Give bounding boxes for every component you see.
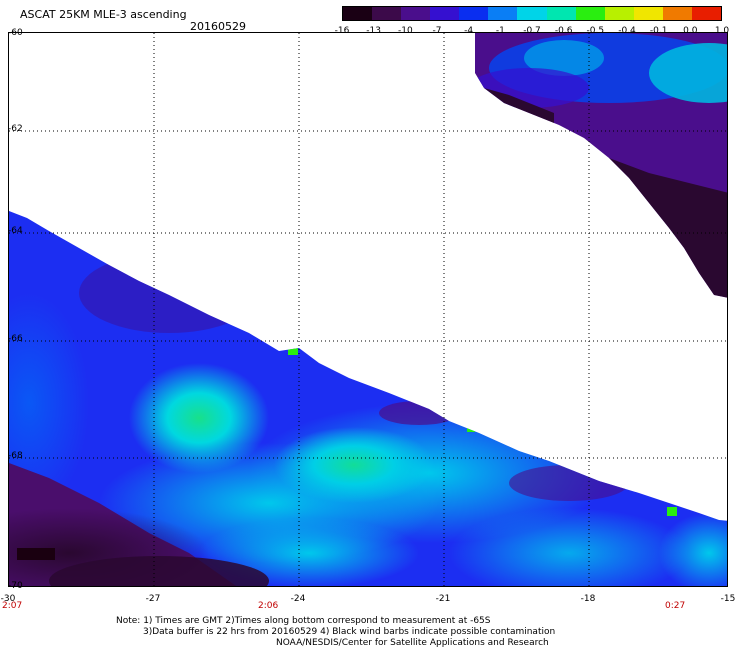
map-title: ASCAT 25KM MLE-3 ascending bbox=[20, 8, 187, 21]
footnote: Note: 1) Times are GMT 2)Times along bot… bbox=[116, 616, 491, 626]
colorbar-tick-label: -0.4 bbox=[618, 26, 636, 36]
colorbar-segment bbox=[604, 7, 634, 20]
lat-label: -68 bbox=[8, 451, 23, 461]
swath-layer bbox=[9, 33, 727, 586]
map-date: 20160529 bbox=[190, 20, 246, 33]
lon-label: -15 bbox=[720, 594, 736, 604]
colorbar bbox=[342, 6, 722, 21]
lat-label: -62 bbox=[8, 124, 23, 134]
colorbar-tick-label: -13 bbox=[366, 26, 382, 36]
footnote: 3)Data buffer is 22 hrs from 20160529 4)… bbox=[143, 627, 556, 637]
colorbar-tick-label: 0.0 bbox=[683, 26, 698, 36]
colorbar-segment bbox=[372, 7, 402, 20]
time-label: 2:06 bbox=[258, 601, 279, 611]
colorbar-tick-label: -0.7 bbox=[523, 26, 541, 36]
colorbar-segment bbox=[343, 7, 373, 20]
lat-label: -66 bbox=[8, 334, 23, 344]
colorbar-tick-label: -7 bbox=[432, 26, 442, 36]
colorbar-labels: -16 -13 -10 -7 -4 -1 -0.7 -0.6 -0.5 -0.4 -0.1 0.0 1.… bbox=[335, 26, 730, 38]
colorbar-segment bbox=[691, 7, 722, 20]
colorbar-segment bbox=[662, 7, 692, 20]
lat-label: -60 bbox=[8, 28, 23, 38]
lon-label: -24 bbox=[290, 594, 306, 604]
lon-label: -18 bbox=[580, 594, 596, 604]
colorbar-tick-label: -0.5 bbox=[586, 26, 605, 36]
colorbar-segment bbox=[633, 7, 663, 20]
colorbar-segment bbox=[546, 7, 576, 20]
colorbar-tick-label: -0.1 bbox=[649, 26, 668, 36]
colorbar-segment bbox=[488, 7, 518, 20]
colorbar-segment bbox=[459, 7, 489, 20]
lon-label: -21 bbox=[435, 594, 451, 604]
colorbar-tick-label: -16 bbox=[334, 26, 350, 36]
footnote: NOAA/NESDIS/Center for Satellite Applica… bbox=[276, 638, 549, 648]
time-label: 2:07 bbox=[2, 601, 23, 611]
colorbar-segment bbox=[430, 7, 460, 20]
lon-label: -27 bbox=[145, 594, 161, 604]
colorbar-segment bbox=[401, 7, 431, 20]
time-label: 0:27 bbox=[665, 601, 686, 611]
colorbar-tick-label: -4 bbox=[464, 26, 474, 36]
map-plot bbox=[8, 32, 728, 587]
lat-label: -70 bbox=[8, 581, 23, 591]
lat-label: -64 bbox=[8, 226, 23, 236]
colorbar-tick-label: 1.0 bbox=[714, 26, 730, 36]
colorbar-tick-label: -0.6 bbox=[554, 26, 573, 36]
colorbar-segment bbox=[575, 7, 605, 20]
colorbar-tick-label: -1 bbox=[495, 26, 505, 36]
colorbar-segment bbox=[517, 7, 547, 20]
lon-label: -30 bbox=[0, 594, 16, 604]
colorbar-tick-label: -10 bbox=[397, 26, 413, 36]
